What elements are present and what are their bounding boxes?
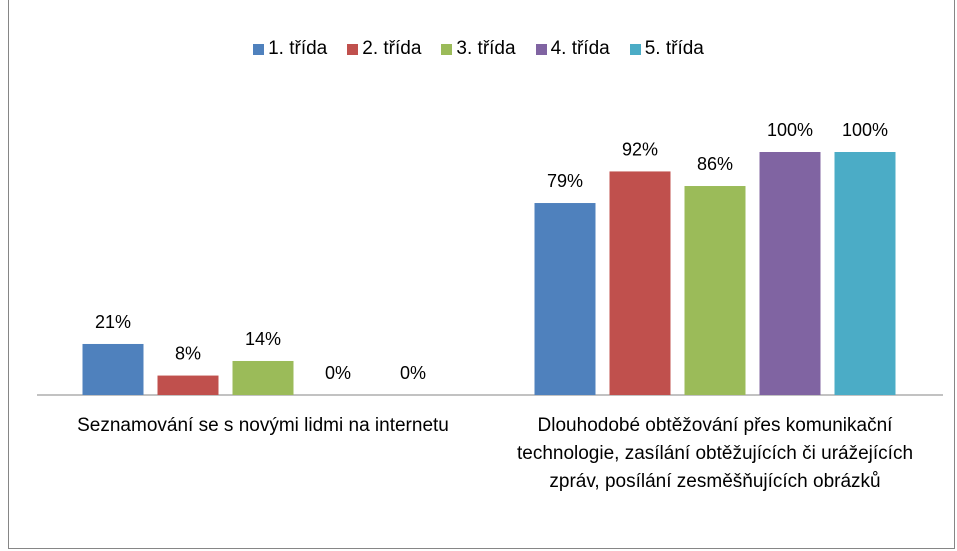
legend-label: 1. třída xyxy=(268,38,328,59)
legend: 1. třída 2. třída 3. třída 4. třída 5. třída xyxy=(0,38,957,60)
legend-item: 1. třída xyxy=(253,38,327,60)
legend-label: 2. třída xyxy=(362,38,422,59)
bar xyxy=(834,152,896,395)
data-label: 21% xyxy=(95,312,131,332)
legend-item: 5. třída xyxy=(629,38,704,60)
chart-frame xyxy=(8,0,955,549)
x-tick-label: Dlouhodobé obtěžování přes komunikační t… xyxy=(516,415,914,492)
data-label: 86% xyxy=(697,154,733,174)
legend-swatch xyxy=(441,43,453,55)
x-tick-label: Seznamování se s novými lidmi na interne… xyxy=(77,415,449,436)
legend-label: 3. třída xyxy=(456,38,516,59)
legend-item: 3. třída xyxy=(441,38,516,60)
bar xyxy=(759,152,821,395)
legend-swatch xyxy=(629,43,641,55)
data-label: 92% xyxy=(622,139,658,159)
data-label: 100% xyxy=(767,120,813,140)
legend-label: 4. třída xyxy=(550,38,610,59)
data-label: 0% xyxy=(325,363,351,383)
data-label: 0% xyxy=(400,363,426,383)
bar xyxy=(232,360,294,395)
legend-swatch xyxy=(347,43,359,55)
data-label: 100% xyxy=(842,120,888,140)
bar xyxy=(82,343,144,395)
bar xyxy=(684,186,746,395)
bar xyxy=(609,171,671,395)
data-label: 8% xyxy=(175,344,201,364)
data-label: 14% xyxy=(245,329,281,349)
bar xyxy=(157,375,219,395)
legend-swatch xyxy=(535,43,547,55)
bar xyxy=(534,203,596,395)
legend-item: 2. třída xyxy=(347,38,421,60)
legend-label: 5. třída xyxy=(644,38,704,59)
legend-item: 4. třída xyxy=(535,38,610,60)
data-label: 79% xyxy=(547,171,583,191)
legend-swatch xyxy=(253,43,265,55)
